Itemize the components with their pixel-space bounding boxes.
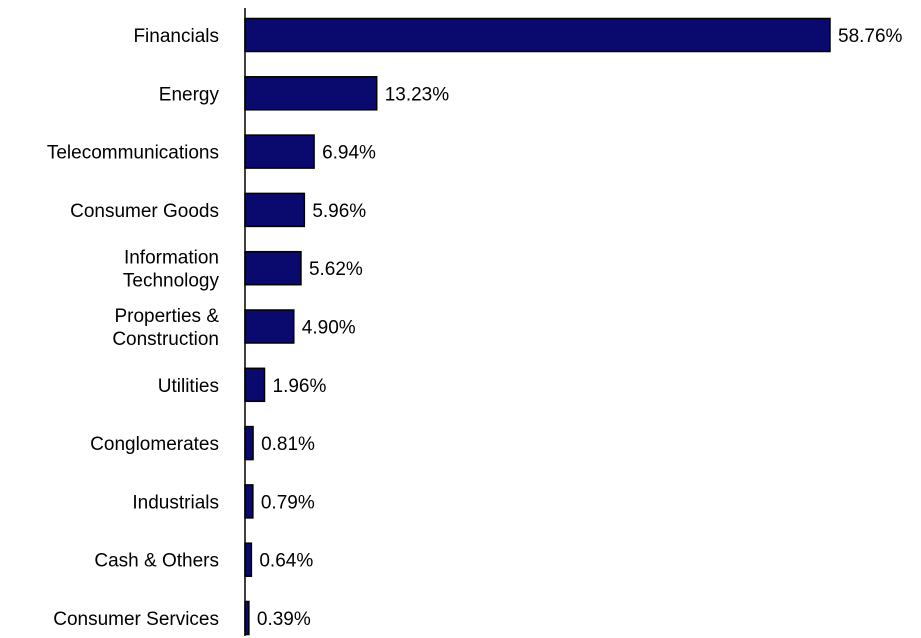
bar-4	[244, 250, 302, 286]
category-label-line: Cash & Others	[94, 551, 219, 572]
category-label-6: Utilities	[158, 376, 219, 397]
category-label-9: Cash & Others	[94, 551, 219, 572]
category-label-line: Technology	[123, 271, 220, 292]
category-label-5: Properties & Construction	[112, 306, 219, 350]
category-label-2: Telecommunications	[47, 143, 219, 164]
value-label-7: 0.81%	[261, 434, 315, 455]
value-label-8: 0.79%	[261, 492, 315, 513]
category-label-10: Consumer Services	[53, 609, 219, 630]
category-label-1: Energy	[159, 84, 220, 105]
value-label-0: 58.76%	[838, 26, 903, 47]
bar-7	[244, 425, 254, 461]
category-label-line: Industrials	[132, 492, 219, 513]
category-label-line: Utilities	[158, 376, 219, 397]
bar-9	[244, 542, 253, 577]
category-label-line: Consumer Goods	[70, 201, 219, 222]
value-label-5: 4.90%	[302, 318, 356, 339]
category-label-8: Industrials	[132, 492, 219, 513]
bar-6	[244, 367, 266, 403]
bar-2	[244, 134, 315, 169]
category-label-4: Information Technology	[123, 248, 220, 292]
value-label-10: 0.39%	[257, 609, 311, 630]
category-label-line: Conglomerates	[90, 434, 219, 455]
category-label-line: Information	[124, 248, 219, 269]
bars-layer	[244, 17, 831, 636]
bar-3	[244, 192, 306, 228]
category-label-3: Consumer Goods	[70, 201, 219, 222]
value-label-4: 5.62%	[309, 259, 363, 280]
category-label-line: Financials	[133, 26, 219, 47]
value-label-2: 6.94%	[322, 143, 376, 164]
category-label-0: Financials	[133, 26, 219, 47]
category-label-line: Consumer Services	[53, 609, 219, 630]
bar-8	[244, 484, 254, 519]
category-label-line: Properties &	[114, 306, 219, 327]
category-label-line: Telecommunications	[47, 143, 219, 164]
category-label-line: Energy	[159, 84, 220, 105]
value-label-3: 5.96%	[312, 201, 366, 222]
category-label-7: Conglomerates	[90, 434, 219, 455]
value-label-1: 13.23%	[385, 84, 450, 105]
bar-5	[244, 309, 295, 344]
category-label-line: Construction	[112, 329, 219, 350]
labels-layer: 58.76% Financials 13.23% Energy 6.94% Telecom…	[47, 26, 903, 630]
bar-0	[244, 17, 831, 53]
bar-1	[244, 76, 378, 111]
value-label-9: 0.64%	[259, 551, 313, 572]
value-label-6: 1.96%	[273, 376, 327, 397]
